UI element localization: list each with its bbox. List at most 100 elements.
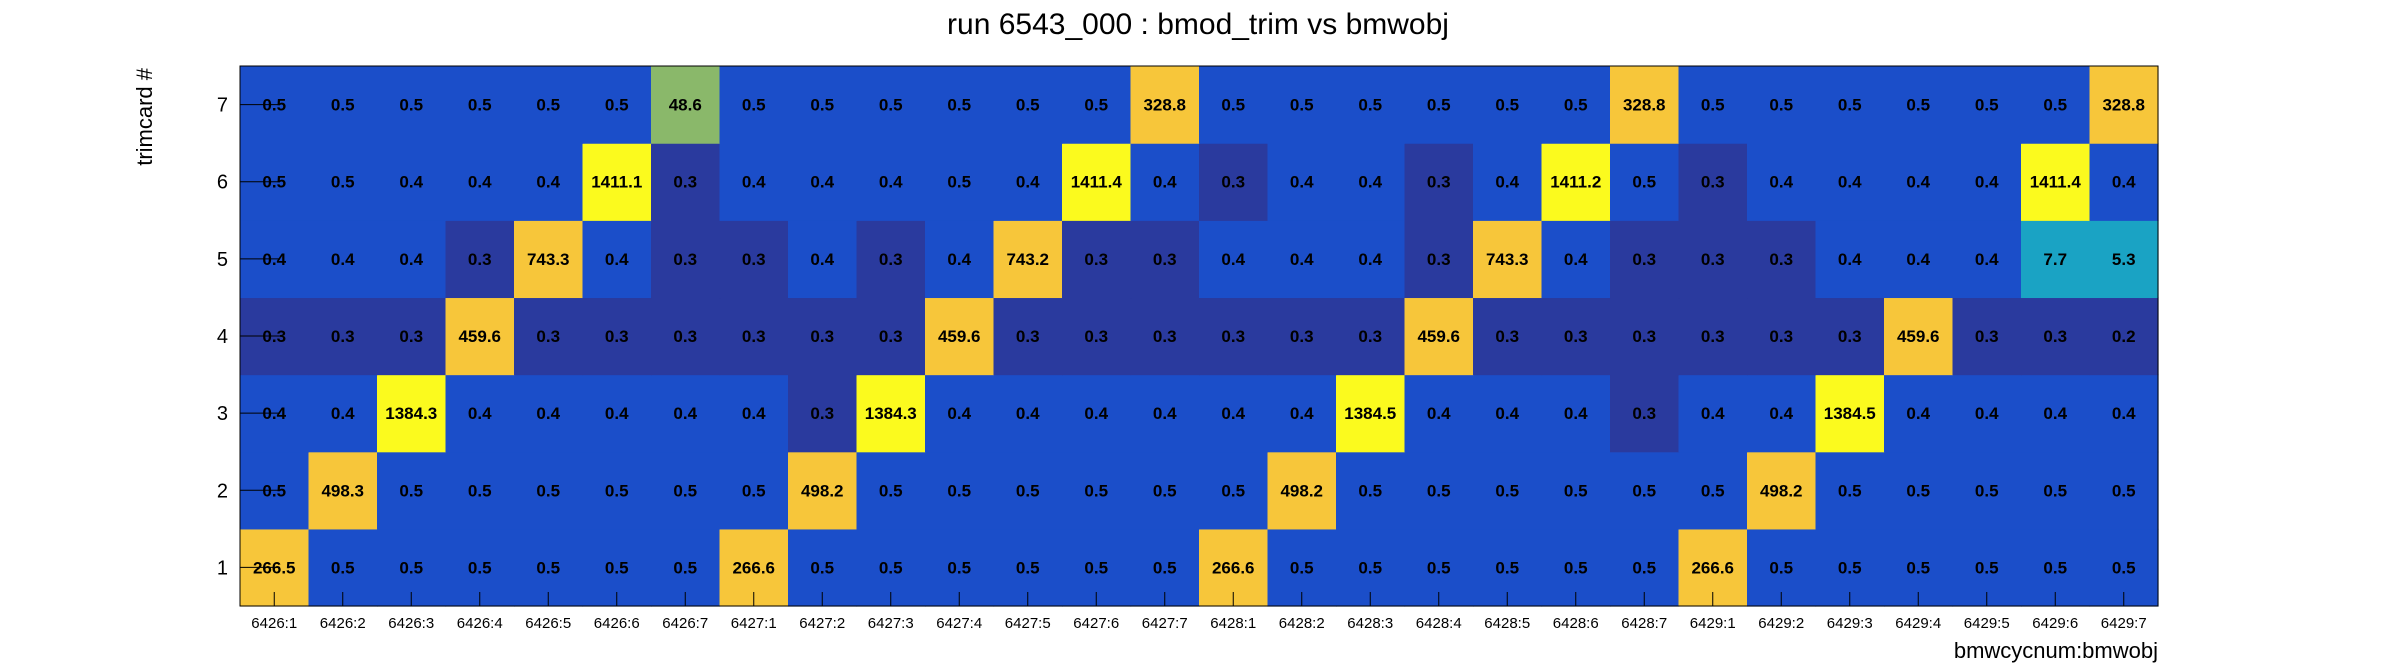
cell-value-label: 459.6 <box>458 327 501 346</box>
heatmap-cell-6426-4-trimcard-5 <box>445 220 515 299</box>
cell-value-label: 328.8 <box>1623 96 1666 115</box>
heatmap-cell-6426-5-trimcard-6 <box>514 143 584 221</box>
heatmap-cell-6428-3-trimcard-6 <box>1336 143 1406 221</box>
heatmap-cell-6426-4-trimcard-6 <box>445 143 515 221</box>
heatmap-cell-6426-3-trimcard-5 <box>377 220 447 299</box>
cell-value-label: 0.5 <box>1564 481 1588 500</box>
heatmap-cell-6429-5-trimcard-6 <box>1952 143 2022 221</box>
x-tick-label: 6428:1 <box>1210 615 1256 632</box>
heatmap-cell-6429-6-trimcard-3 <box>2021 374 2091 453</box>
cell-value-label: 0.5 <box>1495 481 1519 500</box>
heatmap-cell-6429-1-trimcard-2 <box>1678 451 1748 530</box>
heatmap-cell-6429-2-trimcard-6 <box>1747 143 1817 221</box>
heatmap-cell-6428-7-trimcard-3 <box>1610 374 1680 453</box>
cell-value-label: 0.5 <box>1975 96 1999 115</box>
x-tick-label: 6427:5 <box>1005 615 1051 632</box>
heatmap-cell-6428-2-trimcard-3 <box>1267 374 1337 453</box>
cell-value-label: 328.8 <box>1143 96 1186 115</box>
heatmap-cell-6426-6-trimcard-5 <box>582 220 652 299</box>
heatmap-cell-6429-6-trimcard-7 <box>2021 66 2091 144</box>
heatmap-cell-6427-1-trimcard-2 <box>719 451 789 530</box>
cell-value-label: 0.3 <box>1221 173 1245 192</box>
cell-value-label: 0.5 <box>1632 173 1656 192</box>
heatmap-cell-6427-1-trimcard-7 <box>719 66 789 144</box>
heatmap-cell-6426-4-trimcard-7 <box>445 66 515 144</box>
cell-value-label: 0.3 <box>879 250 903 269</box>
cell-value-label: 0.3 <box>1016 327 1040 346</box>
cell-value-label: 328.8 <box>2102 96 2145 115</box>
axes: 1 2 3 4 5 6 7 6426:1 6426:2 6426:3 6426:4 6426:5 642… <box>217 65 2159 632</box>
cell-value-label: 0.5 <box>1906 96 1930 115</box>
cell-value-label: 0.5 <box>742 481 766 500</box>
heatmap-cell-6428-1-trimcard-7 <box>1199 66 1269 144</box>
heatmap-cell-6429-7-trimcard-4 <box>2089 297 2159 376</box>
cell-value-label: 0.5 <box>1495 558 1519 577</box>
heatmap-cell-6429-5-trimcard-2 <box>1952 451 2022 530</box>
cell-value-label: 0.5 <box>1084 558 1108 577</box>
cell-value-label: 0.4 <box>536 404 560 423</box>
x-tick-label: 6427:7 <box>1142 615 1188 632</box>
heatmap-cell-6426-4-trimcard-4 <box>445 297 515 376</box>
cell-value-label: 7.7 <box>2043 250 2067 269</box>
heatmap-cell-6428-4-trimcard-3 <box>1404 374 1474 453</box>
cell-value-label: 0.4 <box>1906 404 1930 423</box>
cell-value-label: 0.4 <box>331 404 355 423</box>
cell-value-label: 0.4 <box>742 404 766 423</box>
cell-value-label: 0.3 <box>1084 250 1108 269</box>
heatmap-cell-6427-3-trimcard-5 <box>856 220 926 299</box>
heatmap-cell-6428-1-trimcard-4 <box>1199 297 1269 376</box>
y-tick-label: 4 <box>217 326 228 348</box>
heatmap-cell-6427-5-trimcard-3 <box>993 374 1063 453</box>
x-tick-label: 6426:5 <box>525 615 571 632</box>
cell-value-label: 0.4 <box>810 173 834 192</box>
cell-value-label: 0.4 <box>1084 404 1108 423</box>
cell-value-label: 0.3 <box>1153 327 1177 346</box>
cell-value-label: 0.4 <box>1701 404 1725 423</box>
cell-value-label: 0.5 <box>1701 481 1725 500</box>
cell-value-label: 0.4 <box>1906 250 1930 269</box>
cell-value-label: 0.3 <box>810 404 834 423</box>
heatmap-cell-6429-3-trimcard-7 <box>1815 66 1885 144</box>
heatmap-cell-6426-6-trimcard-6 <box>582 143 652 221</box>
heatmap-cell-6428-6-trimcard-4 <box>1541 297 1611 376</box>
heatmap-cell-6427-5-trimcard-4 <box>993 297 1063 376</box>
cell-value-label: 0.5 <box>1427 558 1451 577</box>
heatmap-cell-6427-3-trimcard-2 <box>856 451 926 530</box>
cell-value-label: 0.4 <box>1495 173 1519 192</box>
heatmap-cell-6427-3-trimcard-3 <box>856 374 926 453</box>
cell-value-label: 0.5 <box>399 481 423 500</box>
heatmap-cell-6426-3-trimcard-6 <box>377 143 447 221</box>
cell-value-label: 0.5 <box>947 481 971 500</box>
chart-title: run 6543_000 : bmod_trim vs bmwobj <box>947 8 1449 41</box>
cell-value-label: 459.6 <box>1417 327 1460 346</box>
cell-value-label: 0.3 <box>1701 250 1725 269</box>
cell-value-label: 0.3 <box>1632 327 1656 346</box>
cell-value-label: 0.3 <box>399 327 423 346</box>
heatmap-cell-6427-7-trimcard-4 <box>1130 297 1200 376</box>
cell-value-label: 0.5 <box>1221 481 1245 500</box>
heatmap-cell-6429-4-trimcard-7 <box>1884 66 1954 144</box>
cell-value-label: 0.3 <box>673 250 697 269</box>
heatmap-cell-6428-5-trimcard-6 <box>1473 143 1543 221</box>
heatmap-cell-6428-6-trimcard-5 <box>1541 220 1611 299</box>
heatmap-cell-6426-2-trimcard-2 <box>308 451 378 530</box>
cell-value-label: 0.4 <box>2043 404 2067 423</box>
cell-value-label: 0.4 <box>879 173 903 192</box>
cell-value-label: 0.4 <box>742 173 766 192</box>
cell-value-label: 0.5 <box>1016 481 1040 500</box>
cell-value-label: 0.5 <box>1016 558 1040 577</box>
heatmap-cell-6427-4-trimcard-5 <box>925 220 995 299</box>
cell-value-label: 0.5 <box>879 481 903 500</box>
cell-value-label: 0.4 <box>1221 250 1245 269</box>
heatmap-cell-6428-4-trimcard-5 <box>1404 220 1474 299</box>
cell-value-label: 0.3 <box>1632 404 1656 423</box>
cell-value-label: 1411.4 <box>1071 173 1123 192</box>
cell-value-label: 498.2 <box>801 481 844 500</box>
cell-value-label: 0.5 <box>399 96 423 115</box>
heatmap-cell-6428-6-trimcard-7 <box>1541 66 1611 144</box>
cell-value-label: 459.6 <box>1897 327 1940 346</box>
heatmap-cell-6426-7-trimcard-3 <box>651 374 721 453</box>
heatmap-cell-6427-2-trimcard-4 <box>788 297 858 376</box>
heatmap-cell-6427-2-trimcard-2 <box>788 451 858 530</box>
heatmap-cell-6426-4-trimcard-2 <box>445 451 515 530</box>
